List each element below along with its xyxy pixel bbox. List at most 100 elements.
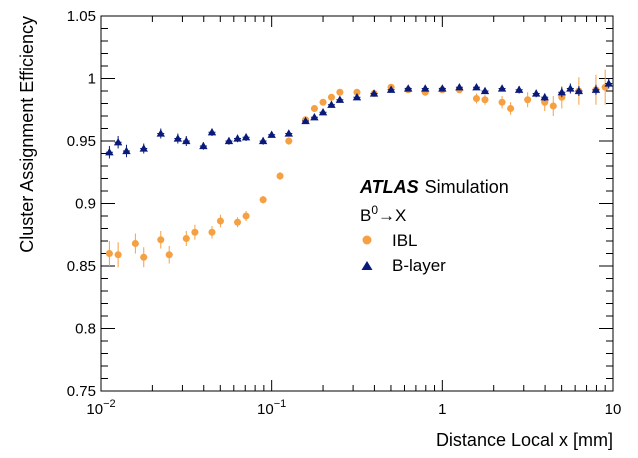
y-tick-label: 0.9 <box>75 196 96 213</box>
ibl-point <box>481 95 488 105</box>
b-layer-marker <box>481 87 489 94</box>
b-layer-marker <box>541 93 549 100</box>
b-layer-marker <box>498 84 506 91</box>
b-layer-point <box>259 137 267 145</box>
b-layer-point <box>319 108 327 115</box>
legend-ibl-label: IBL <box>392 231 418 250</box>
ibl-marker <box>132 240 139 247</box>
ibl-point <box>336 89 343 96</box>
ibl-point <box>602 70 609 105</box>
ibl-marker <box>115 251 122 258</box>
ibl-marker <box>336 89 343 96</box>
ibl-point <box>140 247 147 267</box>
x-tick-label: 10−2 <box>86 398 115 418</box>
b-layer-marker <box>157 129 165 136</box>
b-layer-point <box>122 145 130 158</box>
svg-text:ATLASSimulation: ATLAS Simulation <box>359 177 509 197</box>
legend-blayer-marker <box>362 261 373 270</box>
ibl-point <box>524 92 531 107</box>
b-layer-point <box>481 87 489 94</box>
b-layer-marker <box>105 148 113 155</box>
ibl-marker <box>183 235 190 242</box>
b-layer-marker <box>208 128 216 135</box>
b-layer-marker <box>532 89 540 96</box>
b-layer-marker <box>182 137 190 144</box>
atlas-experiment: ATLAS <box>359 177 419 197</box>
b-layer-point <box>532 89 540 97</box>
b-layer-point <box>575 86 583 96</box>
b-layer-point <box>114 136 122 149</box>
ibl-point <box>277 172 284 180</box>
legend-blayer-label: B-layer <box>392 256 446 275</box>
b-layer-point <box>421 84 429 91</box>
b-layer-marker <box>336 96 344 103</box>
b-layer-marker <box>242 133 250 140</box>
ibl-point <box>183 231 190 246</box>
ibl-point <box>166 246 173 264</box>
x-axis-title: Distance Local x [mm] <box>436 430 613 450</box>
b-layer-marker <box>122 147 130 154</box>
x-tick-label: 10−1 <box>257 398 286 418</box>
b-layer-marker <box>225 137 233 144</box>
ibl-marker <box>260 196 267 203</box>
b-layer-point <box>336 96 344 103</box>
b-layer-marker <box>558 88 566 95</box>
b-layer-point <box>353 93 361 100</box>
process-main: B <box>360 206 371 225</box>
ibl-point <box>507 102 514 115</box>
axis-ticks <box>101 16 613 391</box>
legend-ibl-marker <box>363 236 372 245</box>
ibl-marker <box>481 96 488 103</box>
b-layer-marker <box>421 84 429 91</box>
ibl-point <box>243 211 250 221</box>
ibl-marker <box>166 251 173 258</box>
ibl-marker <box>277 173 284 180</box>
ibl-marker <box>217 218 224 225</box>
b-layer-marker <box>267 131 275 138</box>
process-label: B0→X <box>360 203 406 225</box>
b-layer-marker <box>310 113 318 120</box>
b-layer-point <box>310 113 318 120</box>
ibl-point <box>550 96 557 116</box>
ibl-marker <box>140 254 147 261</box>
b-layer-marker <box>605 79 613 86</box>
b-layer-point <box>498 84 506 91</box>
ibl-point <box>106 241 113 266</box>
ibl-marker <box>285 138 292 145</box>
ibl-point <box>217 215 224 228</box>
ibl-point <box>285 137 292 145</box>
ibl-point <box>132 234 139 254</box>
b-layer-point <box>242 133 250 141</box>
b-layer-marker <box>566 84 574 91</box>
ibl-marker <box>328 94 335 101</box>
y-tick-label: 1.05 <box>67 8 96 25</box>
atlas-status: Simulation <box>425 177 509 197</box>
legend: IBL B-layer <box>362 231 447 275</box>
ibl-marker <box>524 96 531 103</box>
ibl-point <box>191 225 198 240</box>
b-layer-marker <box>259 137 267 144</box>
b-layer-point <box>285 129 293 136</box>
ibl-point <box>320 99 327 106</box>
b-layer-point <box>327 101 335 108</box>
b-layer-marker <box>455 83 463 90</box>
ibl-point <box>157 231 164 249</box>
ibl-marker <box>243 213 250 220</box>
ibl-point <box>115 242 122 267</box>
plot-frame <box>101 16 613 391</box>
b-layer-marker <box>285 129 293 136</box>
b-layer-point <box>157 129 165 139</box>
ibl-point <box>311 105 318 112</box>
y-tick-label: 1 <box>88 71 96 88</box>
b-layer-marker <box>199 142 207 149</box>
ibl-marker <box>550 103 557 110</box>
b-layer-point <box>592 85 600 95</box>
b-layer-point <box>182 136 190 146</box>
ibl-marker <box>191 229 198 236</box>
ibl-marker <box>499 99 506 106</box>
ibl-marker <box>208 229 215 236</box>
ibl-marker <box>157 236 164 243</box>
b-layer-marker <box>472 83 480 90</box>
x-tick-label: 1 <box>438 401 446 418</box>
